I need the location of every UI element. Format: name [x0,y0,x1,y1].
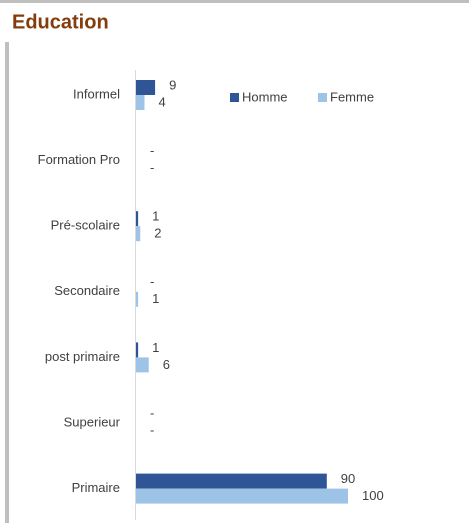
left-border [5,42,9,523]
data-label: 6 [163,357,170,372]
data-label: - [150,405,154,420]
bar [136,488,348,504]
data-label: 1 [152,209,159,224]
y-tick-label: post primaire [45,349,120,364]
data-label: - [150,143,154,158]
y-tick-label: Secondaire [54,283,120,298]
data-label: - [150,422,154,437]
data-label: 1 [152,291,159,306]
data-label: - [150,160,154,175]
data-label: 1 [152,340,159,355]
data-label: 4 [158,94,165,109]
bar [136,226,141,242]
bar [136,211,139,227]
data-label: 2 [154,226,161,241]
data-label: 90 [341,471,355,486]
legend-label: Homme [242,89,288,104]
data-label: - [150,274,154,289]
bar [136,357,149,373]
bar [136,95,145,110]
legend-label: Femme [330,89,374,104]
y-tick-label: Pré-scolaire [51,218,120,233]
legend-swatch [230,93,239,102]
y-tick-label: Informel [73,86,120,101]
y-tick-label: Superieur [64,414,121,429]
legend-swatch [318,93,327,102]
bar [136,473,327,489]
data-label: 100 [362,488,384,503]
y-tick-label: Primaire [72,480,120,495]
bar [136,342,139,358]
chart-title: Education [12,11,109,33]
top-border [0,0,469,3]
data-label: 9 [169,77,176,92]
bar [136,291,139,307]
bar [136,80,156,95]
y-tick-label: Formation Pro [38,152,120,167]
